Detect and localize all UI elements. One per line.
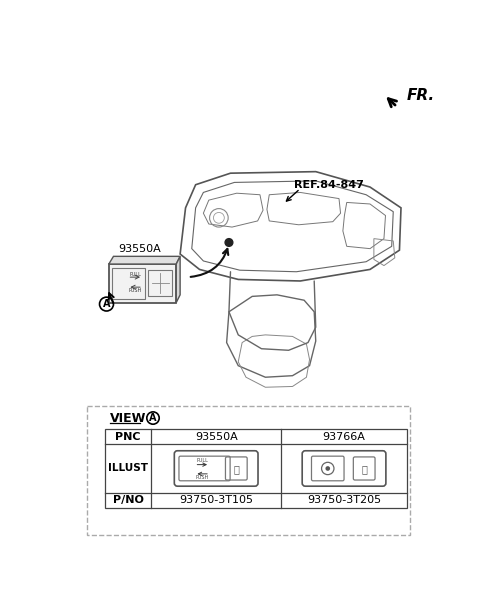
Text: VIEW: VIEW bbox=[110, 412, 147, 424]
Text: PNC: PNC bbox=[116, 432, 141, 442]
Circle shape bbox=[325, 466, 330, 471]
Text: 93550A: 93550A bbox=[118, 244, 161, 253]
Text: A: A bbox=[103, 299, 110, 309]
Polygon shape bbox=[176, 256, 180, 303]
Text: PULL: PULL bbox=[129, 272, 141, 276]
Text: REF.84-847: REF.84-847 bbox=[294, 180, 364, 190]
Text: ILLUST: ILLUST bbox=[108, 463, 148, 473]
Circle shape bbox=[225, 239, 233, 246]
Text: 93750-3T205: 93750-3T205 bbox=[307, 496, 381, 505]
Text: 93550A: 93550A bbox=[195, 432, 238, 442]
Text: Ⓐ: Ⓐ bbox=[361, 464, 367, 474]
Text: PUSH: PUSH bbox=[195, 475, 209, 481]
Polygon shape bbox=[109, 264, 176, 303]
Text: FR.: FR. bbox=[407, 88, 434, 104]
Text: 93766A: 93766A bbox=[323, 432, 365, 442]
Text: P/NO: P/NO bbox=[113, 496, 144, 505]
Polygon shape bbox=[109, 256, 180, 264]
Text: Ⓐ: Ⓐ bbox=[233, 464, 239, 474]
Text: PULL: PULL bbox=[196, 459, 208, 463]
Text: A: A bbox=[149, 413, 157, 423]
Text: PUSH: PUSH bbox=[129, 289, 142, 294]
Text: 93750-3T105: 93750-3T105 bbox=[179, 496, 253, 505]
